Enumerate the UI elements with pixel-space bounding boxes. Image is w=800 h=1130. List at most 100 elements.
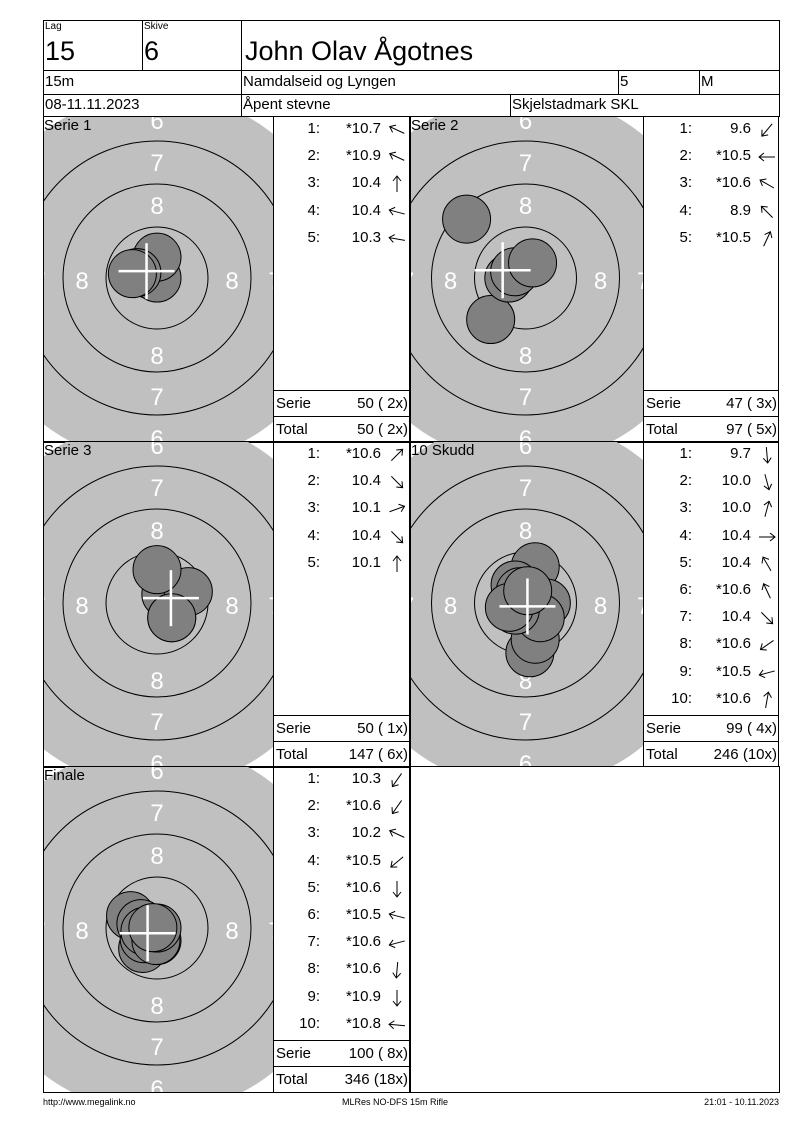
shot-number: 3:: [307, 499, 320, 517]
direction-arrow-icon: [760, 205, 774, 218]
shot-number: 8:: [307, 960, 320, 978]
shot-number: 7:: [307, 933, 320, 951]
target-panel: Serie 3 6 7 8 8 7 6 8 8 7 7: [43, 441, 274, 768]
ring-line: [411, 140, 643, 416]
ring-line: [62, 508, 252, 698]
shot-score: *10.6: [345, 960, 381, 978]
shot-number: 4:: [307, 851, 320, 869]
class-number: 5: [620, 73, 629, 90]
shot-hole: [508, 238, 558, 288]
ring-label: 8: [225, 593, 238, 620]
shot-score: *10.5: [715, 662, 751, 680]
direction-arrow-icon: [763, 474, 773, 491]
ring-label: 7: [150, 1034, 163, 1061]
direction-arrow-icon: [761, 556, 772, 571]
direction-arrow-icon: [391, 800, 402, 815]
ring-label: 7: [150, 475, 163, 502]
serie-label: Serie: [276, 1045, 312, 1062]
direction-arrow-icon: [388, 206, 405, 215]
class-number-cell: 5: [618, 70, 700, 95]
ring-label: 6: [519, 441, 532, 460]
shot-score: 9.7: [730, 445, 751, 462]
target-panel: 10 Skudd6788768877: [410, 441, 644, 768]
footer-website: http://www.megalink.no: [43, 1097, 136, 1107]
direction-arrow-icon: [388, 910, 405, 920]
total-value: 97 ( 5x): [726, 421, 777, 438]
total-row: Total 346 (18x): [274, 1066, 409, 1093]
score-list: 1: *10.7 2: *10.9 3: 10.4 4: 10.4 5: 10.3 Serie 50 …: [273, 116, 410, 443]
target-face: 6 7 8 8 7 6 8 8 7 7: [44, 442, 273, 767]
total-value: 50 ( 2x): [357, 421, 408, 438]
club: Namdalseid og Lyngen: [243, 73, 396, 90]
ring-line: [44, 465, 273, 741]
total-label: Total: [646, 421, 678, 438]
score-list: 1: 9.7 2: 10.0 3: 10.0 4: 10.4 5: 10.4 6: *10.6 7: 10…: [643, 441, 779, 768]
shot-number: 2:: [307, 797, 320, 815]
ring-label: 7: [519, 475, 532, 502]
ring-label: 7: [43, 918, 46, 945]
shot-number: 1:: [679, 445, 692, 462]
shot-number: 5:: [307, 878, 320, 896]
class-letter: M: [701, 73, 714, 90]
ring-label: 7: [637, 593, 644, 620]
shot-score: 10.4: [351, 174, 381, 192]
skive-value: 6: [144, 36, 160, 66]
total-label: Total: [276, 421, 308, 438]
shot-score: 10.4: [351, 526, 381, 544]
distance: 15m: [45, 73, 75, 90]
direction-arrow-icon: [759, 640, 774, 651]
ring-line: [44, 790, 273, 1066]
event-cell: Åpent stevne: [241, 94, 511, 117]
shot-number: 2:: [307, 147, 320, 165]
distance-cell: 15m: [43, 70, 242, 95]
ring-line: [474, 226, 577, 330]
panel-title: Serie 2: [411, 117, 459, 134]
ring-label: 6: [519, 426, 532, 443]
shot-score: 10.4: [721, 608, 751, 626]
serie-row: Serie 47 ( 3x): [644, 390, 778, 417]
serie-value: 50 ( 2x): [357, 395, 408, 412]
ring-label: 7: [519, 150, 532, 177]
shot-score: 10.2: [351, 824, 381, 842]
shot-number: 6:: [307, 906, 320, 923]
shot-number: 5:: [679, 228, 692, 246]
lag-cell: Lag 15: [43, 20, 143, 71]
direction-arrow-icon: [389, 829, 405, 839]
shot-score: *10.5: [345, 851, 381, 869]
ring-label: 8: [444, 268, 457, 295]
shot-score: *10.5: [715, 228, 751, 246]
shot-number: 9:: [307, 987, 320, 1005]
direction-arrow-icon: [390, 856, 404, 868]
total-row: Total 97 ( 5x): [644, 416, 778, 443]
shot-score: *10.6: [345, 933, 381, 951]
direction-arrow-icon: [761, 123, 773, 137]
ring-label: 8: [75, 593, 88, 620]
shot-score: *10.5: [715, 147, 751, 165]
shot-score: *10.6: [715, 174, 751, 192]
shot-number: 1:: [307, 770, 320, 787]
serie-row: Serie 50 ( 2x): [274, 390, 409, 417]
lag-label: Lag: [45, 21, 62, 32]
shot-number: 8:: [679, 635, 692, 653]
total-value: 246 (10x): [713, 746, 777, 763]
score-list: 1: *10.6 2: 10.4 3: 10.1 4: 10.4 5: 10.1 Serie 50 (…: [273, 441, 410, 768]
ring-label: 8: [594, 268, 607, 295]
shot-score: 10.4: [351, 472, 381, 490]
direction-arrow-icon: [762, 446, 772, 464]
footer-printed: 21:01 - 10.11.2023: [704, 1097, 779, 1107]
ring-label: 7: [519, 709, 532, 736]
serie-label: Serie: [646, 720, 682, 737]
shot-score: 10.4: [351, 201, 381, 219]
target-panel: Serie 2 6 7 8 8 7 6 8 8 7 7: [410, 116, 644, 443]
serie-value: 99 ( 4x): [726, 720, 777, 737]
shooter-name-cell: John Olav Ågotnes: [241, 20, 780, 71]
total-label: Total: [276, 746, 308, 763]
shot-score: *10.8: [345, 1014, 381, 1032]
serie-label: Serie: [646, 395, 682, 412]
shot-hole: [442, 194, 492, 244]
ring-label: 8: [444, 593, 457, 620]
shot-score: *10.9: [345, 147, 381, 165]
ring-line: [62, 833, 252, 1023]
empty-area: [410, 766, 780, 1093]
shot-number: 9:: [679, 662, 692, 680]
